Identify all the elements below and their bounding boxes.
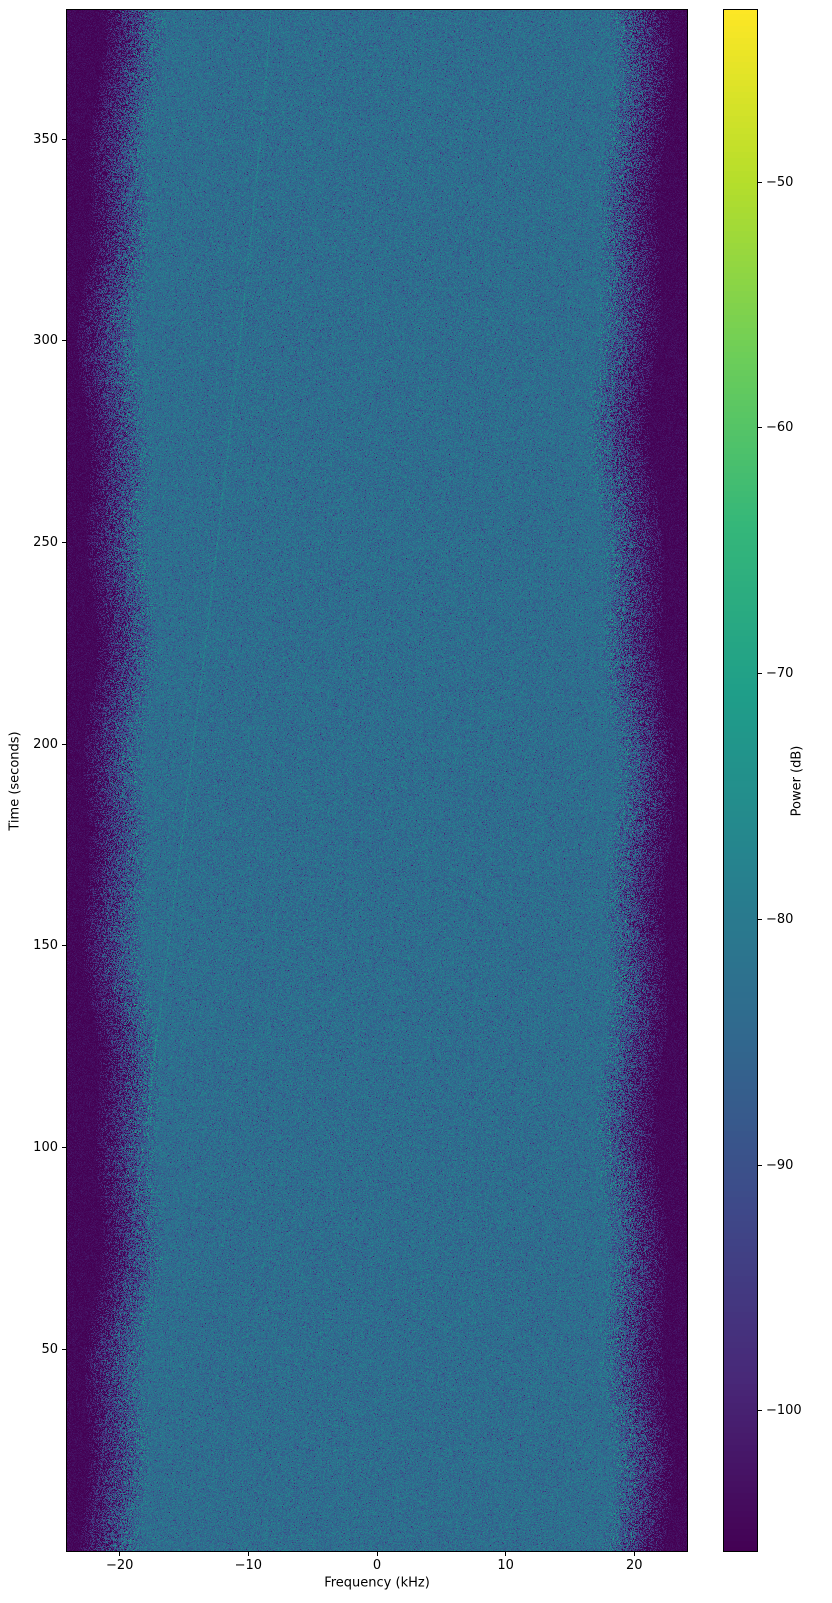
x-tick-label: 0 — [372, 1558, 382, 1573]
y-tick-mark — [62, 1147, 66, 1149]
colorbar-tick-mark — [758, 918, 762, 920]
x-tick-label: −20 — [106, 1558, 134, 1573]
y-tick-label: 300 — [33, 333, 58, 349]
y-tick-mark — [62, 541, 66, 543]
x-tick-label: 20 — [625, 1558, 643, 1573]
colorbar-tick-label: −100 — [766, 1403, 802, 1419]
colorbar-tick-label: −80 — [766, 911, 794, 927]
colorbar-tick-mark — [758, 427, 762, 429]
colorbar-gradient — [724, 10, 757, 1551]
y-tick-label: 150 — [33, 938, 58, 954]
y-tick-label: 50 — [41, 1341, 58, 1357]
x-tick-mark — [247, 1552, 249, 1556]
x-tick-mark — [505, 1552, 507, 1556]
y-tick-mark — [62, 743, 66, 745]
y-tick-mark — [62, 1348, 66, 1350]
colorbar-tick-label: −90 — [766, 1157, 794, 1173]
x-tick-label: 10 — [497, 1558, 514, 1573]
y-tick-mark — [62, 138, 66, 140]
y-tick-label: 100 — [33, 1140, 58, 1156]
colorbar-tick-mark — [758, 1164, 762, 1166]
y-tick-mark — [62, 945, 66, 947]
colorbar-tick-label: −50 — [766, 174, 794, 190]
colorbar-tick-mark — [758, 673, 762, 675]
colorbar-tick-label: −70 — [766, 666, 794, 682]
x-tick-mark — [119, 1552, 121, 1556]
x-axis-label: Frequency (kHz) — [324, 1575, 430, 1591]
x-tick-mark — [633, 1552, 635, 1556]
y-tick-label: 350 — [33, 131, 58, 147]
colorbar-tick-label: −60 — [766, 420, 794, 436]
colorbar-tick-mark — [758, 181, 762, 183]
x-tick-mark — [376, 1552, 378, 1556]
colorbar-label: Power (dB) — [789, 745, 805, 816]
colorbar-tick-mark — [758, 1410, 762, 1412]
x-tick-label: −10 — [234, 1558, 263, 1573]
y-tick-label: 200 — [33, 736, 58, 752]
y-tick-label: 250 — [33, 534, 58, 550]
y-tick-mark — [62, 340, 66, 342]
spectrogram-heatmap — [67, 10, 687, 1551]
